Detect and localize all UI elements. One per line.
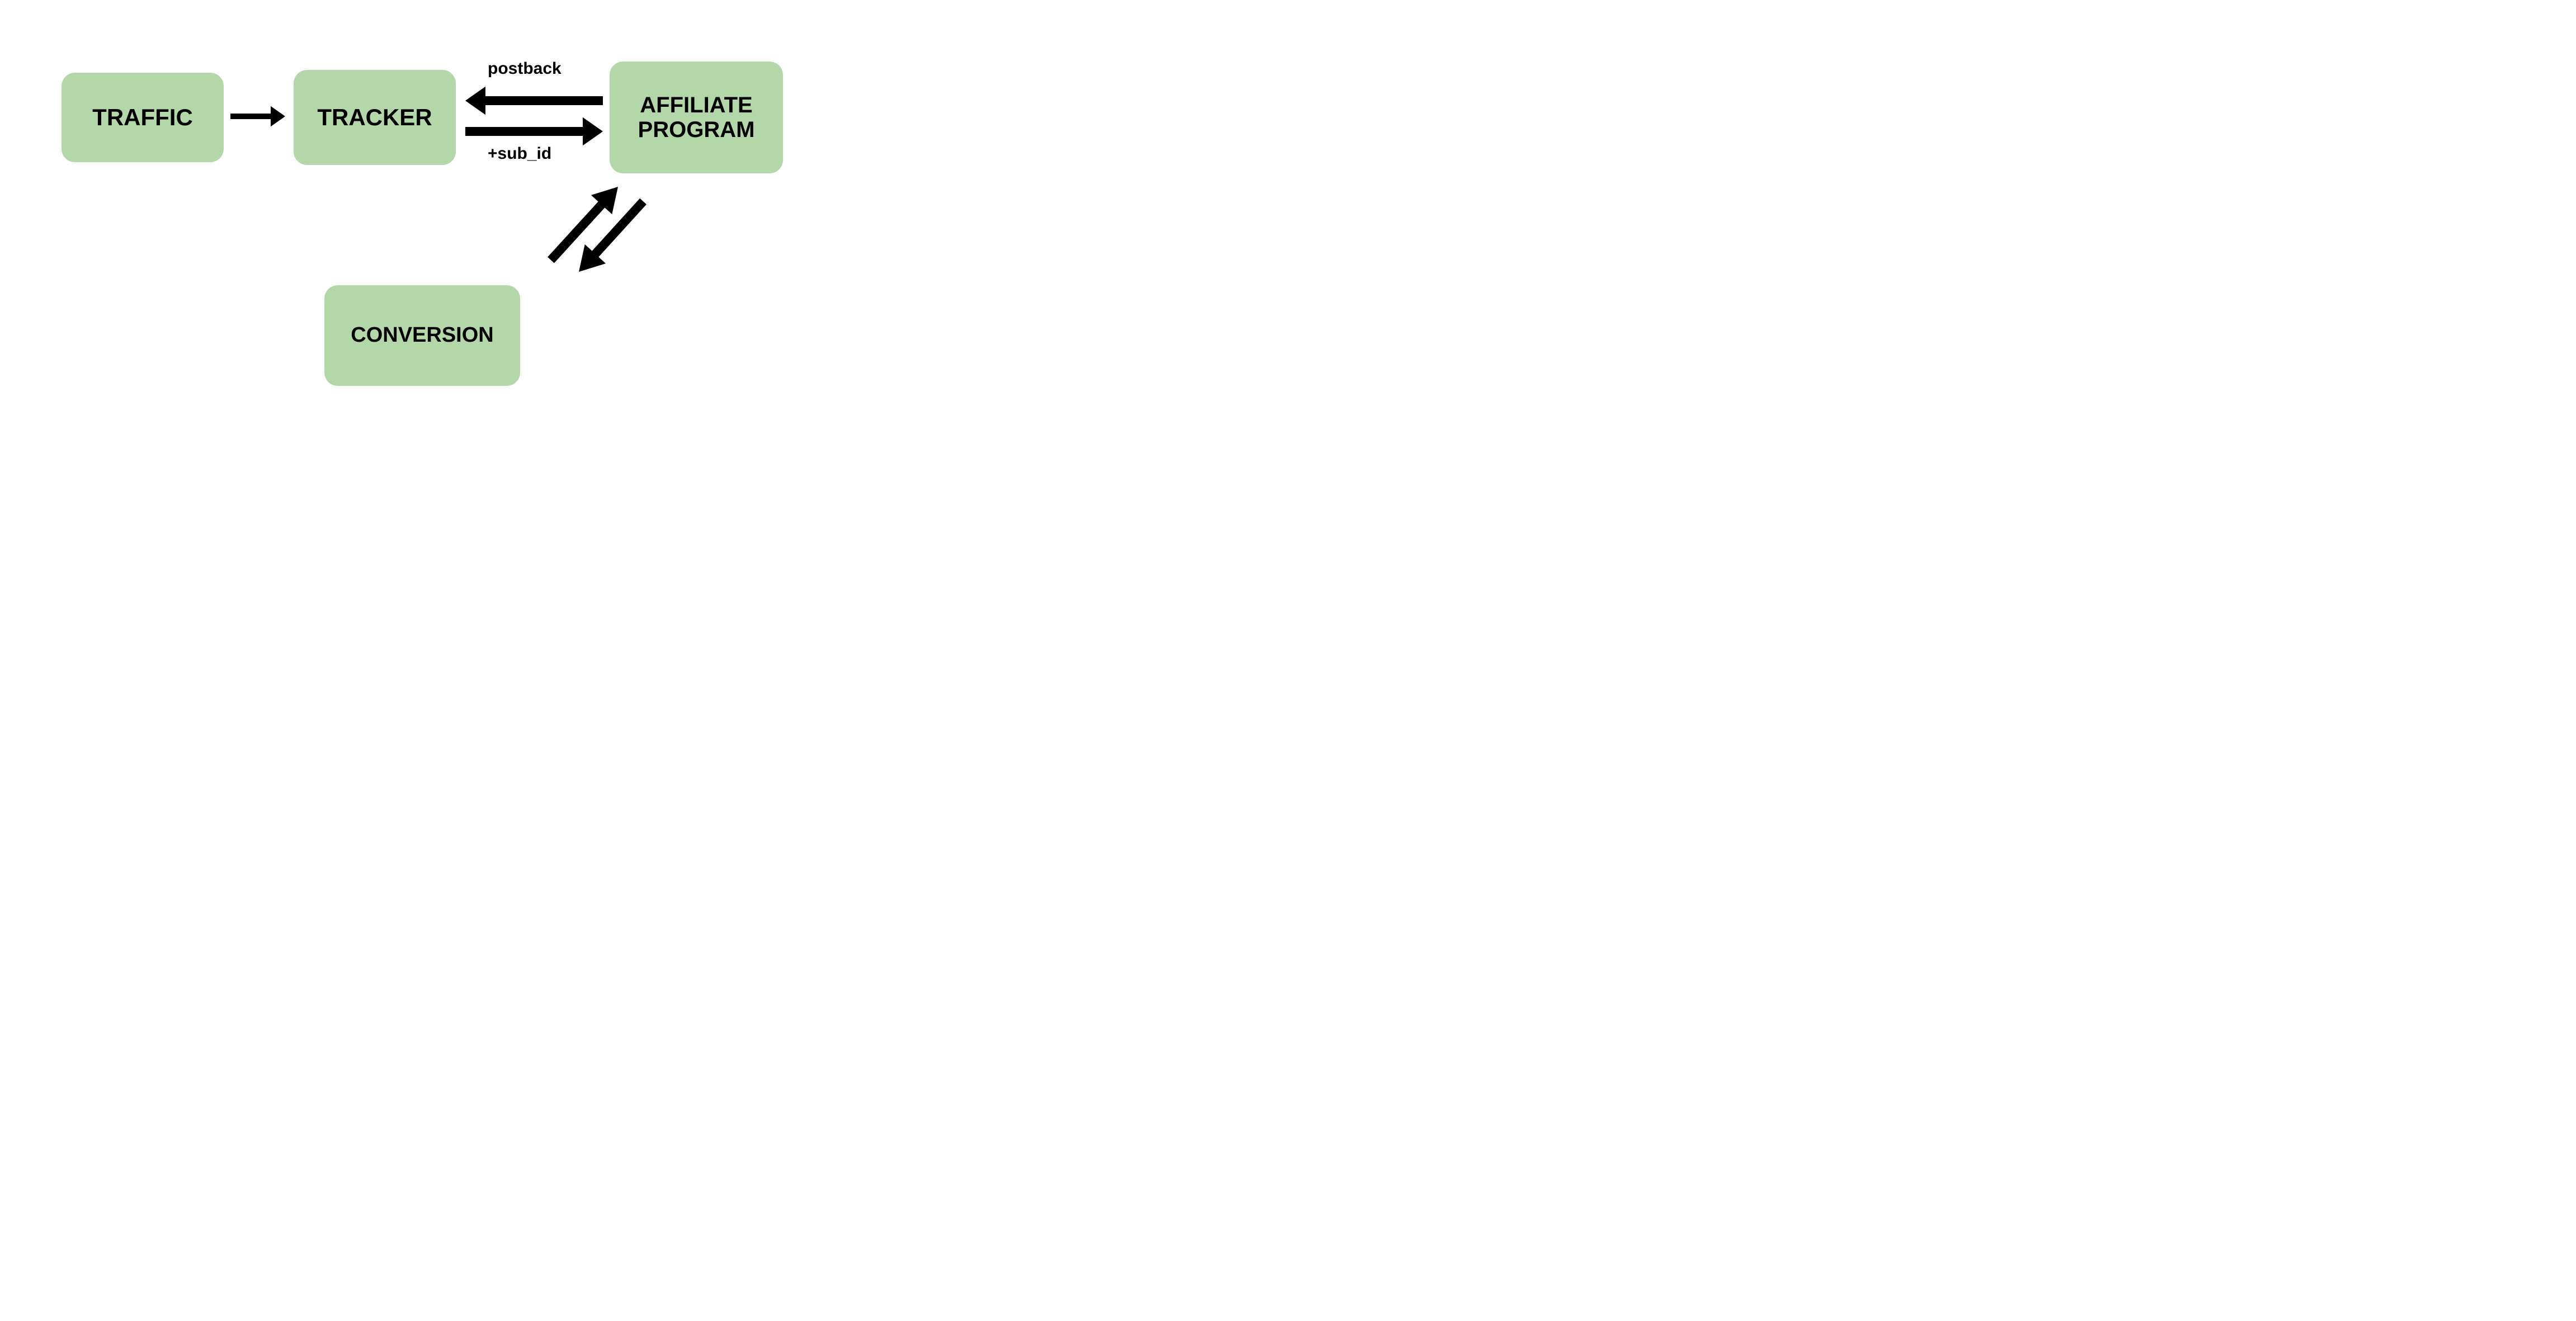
node-affiliate: AFFILIATE PROGRAM bbox=[610, 62, 783, 173]
flowchart-canvas: TRAFFIC TRACKER AFFILIATE PROGRAM CONVER… bbox=[0, 0, 850, 436]
edge-label-sub-id: +sub_id bbox=[488, 144, 551, 163]
node-traffic: TRAFFIC bbox=[62, 73, 224, 162]
node-tracker: TRACKER bbox=[294, 70, 456, 165]
node-affiliate-label: AFFILIATE PROGRAM bbox=[638, 93, 755, 142]
node-conversion-label: CONVERSION bbox=[351, 324, 493, 347]
node-tracker-label: TRACKER bbox=[317, 105, 432, 130]
node-conversion: CONVERSION bbox=[324, 285, 520, 386]
edge-label-postback-text: postback bbox=[488, 59, 562, 78]
edge-label-postback: postback bbox=[488, 59, 562, 78]
edge-label-sub-id-text: +sub_id bbox=[488, 144, 551, 163]
node-traffic-label: TRAFFIC bbox=[92, 105, 193, 130]
